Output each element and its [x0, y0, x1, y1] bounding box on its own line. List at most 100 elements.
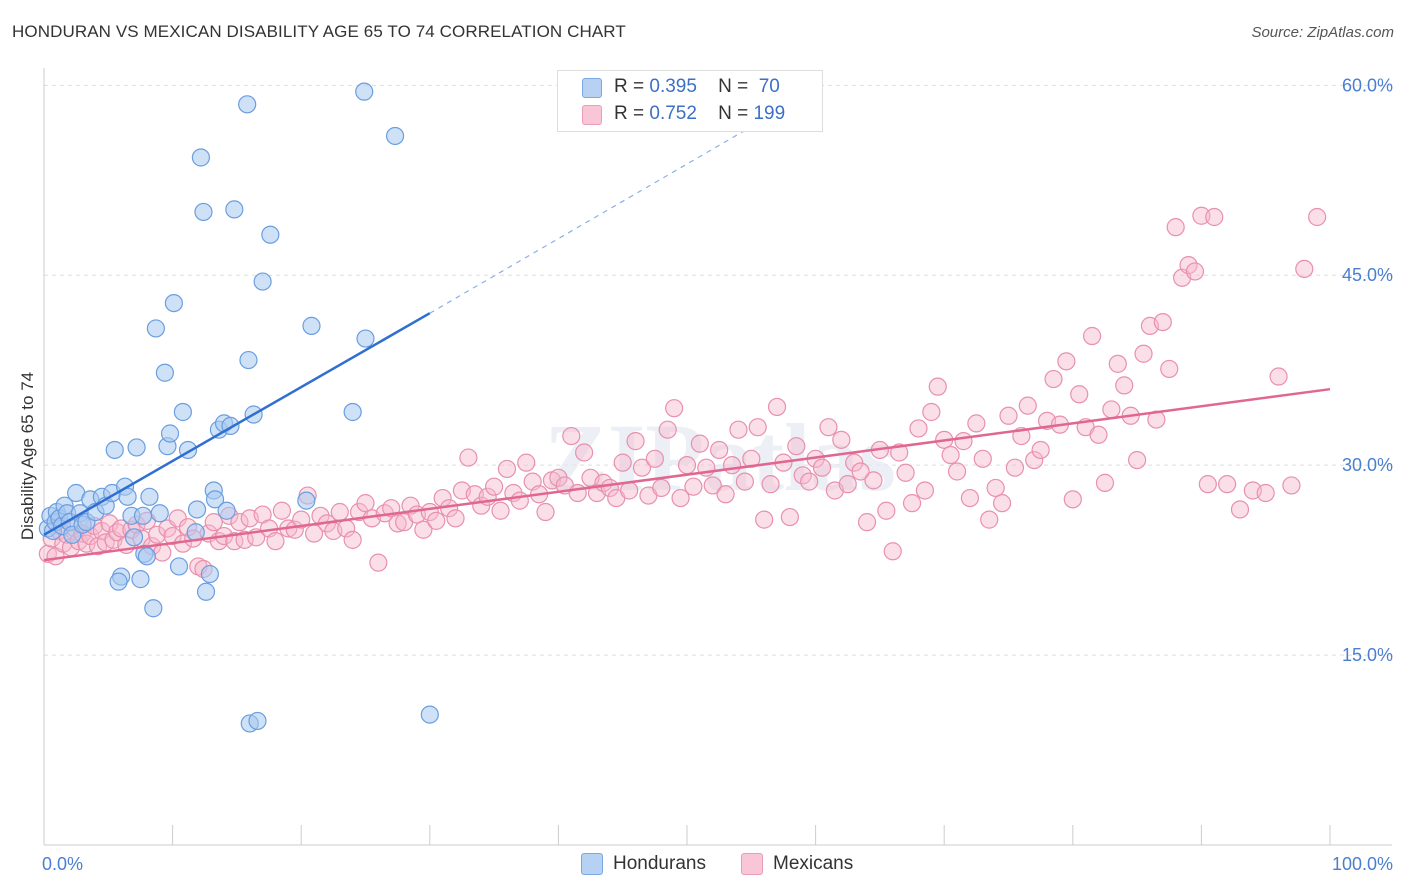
mexican-point [909, 419, 928, 438]
mexican-point [575, 443, 594, 462]
mexican-legend-swatch [741, 853, 763, 875]
honduran-point [343, 402, 362, 422]
mexican-point [1218, 475, 1237, 494]
r-value-hondurans: 0.395 [649, 76, 697, 97]
mexican-point [517, 453, 536, 472]
r-value-mexicans: 0.752 [649, 103, 697, 124]
mexican-point [632, 458, 652, 477]
mexican-point [690, 434, 709, 453]
mexican-point [922, 402, 941, 422]
honduran-point [225, 200, 244, 219]
mexican-point [819, 418, 838, 437]
honduran-point [420, 705, 439, 724]
honduran-point [356, 329, 375, 348]
mexican-point [1082, 326, 1102, 346]
honduran-point [217, 501, 236, 520]
mexican-point [652, 478, 671, 498]
honduran-legend-label: Hondurans [613, 853, 706, 874]
mexican-point [356, 494, 375, 513]
mexican-point [510, 491, 529, 510]
x-tick-label: 0.0% [42, 854, 83, 874]
mexican-point [1115, 376, 1134, 395]
bottom-legend-mexicans[interactable]: Mexicans [741, 852, 853, 876]
honduran-point [109, 572, 128, 591]
n-label: N = [718, 76, 749, 97]
honduran-point [385, 126, 405, 146]
bottom-legend-hondurans[interactable]: Hondurans [581, 852, 706, 876]
mexican-point [1153, 312, 1172, 332]
mexican-point [864, 471, 883, 490]
honduran-trend-extension [429, 103, 791, 314]
n-value-hondurans: 70 [758, 76, 780, 97]
mexican-point [684, 477, 703, 496]
honduran-point [194, 202, 213, 222]
mexican-point [1108, 354, 1127, 373]
mexican-point [1205, 207, 1224, 227]
mexican-point [1230, 500, 1250, 519]
source-label: Source: ZipAtlas.com [1251, 24, 1394, 41]
honduran-trend-line [43, 312, 431, 536]
mexican-point [973, 449, 992, 468]
mexican-point [204, 513, 223, 532]
mexican-point [787, 437, 806, 456]
mexican-point [414, 520, 433, 539]
mexican-point [1057, 352, 1076, 371]
mexican-point [1070, 385, 1089, 404]
honduran-point [302, 316, 321, 335]
mexican-point [1025, 450, 1044, 470]
mexican-point [986, 478, 1005, 498]
mexican-point [613, 453, 632, 472]
mexican-point [960, 488, 980, 508]
mexican-point [491, 501, 510, 520]
mexican-point [1044, 369, 1063, 389]
mexican-point [967, 414, 986, 433]
mexican-point [1185, 262, 1205, 281]
mexican-point [1018, 396, 1037, 415]
mexican-point [665, 399, 684, 418]
mexican-point [1160, 359, 1179, 379]
honduran-point [127, 438, 146, 457]
mexican-point [992, 494, 1012, 513]
mexican-point [497, 459, 517, 479]
mexican-point [446, 509, 465, 528]
y-axis-label: Disability Age 65 to 74 [18, 372, 37, 540]
mexican-point [1102, 400, 1121, 419]
mexican-point [941, 445, 960, 465]
mexican-point [902, 494, 922, 513]
y-tick-label: 60.0% [1342, 75, 1393, 95]
y-tick-label: 30.0% [1342, 455, 1393, 475]
mexican-point [1308, 207, 1327, 227]
mexican-point [1192, 206, 1211, 225]
mexican-point [883, 542, 902, 561]
mexican-point [658, 420, 677, 439]
mexican-point [1282, 476, 1301, 495]
honduran-point [169, 557, 189, 576]
honduran-point [191, 148, 210, 167]
honduran-point [118, 487, 137, 506]
mexican-point [330, 502, 349, 522]
honduran-point [196, 582, 216, 601]
mexican-point [549, 468, 568, 487]
mexican-point [427, 511, 446, 530]
honduran-point [248, 711, 267, 731]
n-value-mexicans: 199 [753, 103, 786, 124]
mexican-point [748, 418, 767, 437]
mexican-point [1198, 475, 1217, 494]
mexican-point [620, 481, 639, 500]
honduran-point [105, 440, 124, 460]
chart-title: HONDURAN VS MEXICAN DISABILITY AGE 65 TO… [12, 22, 626, 41]
mexican-point [857, 513, 877, 532]
mexican-point [999, 406, 1018, 425]
mexican-point [485, 477, 504, 496]
mexican-point [1269, 367, 1288, 386]
mexican-point [812, 458, 832, 477]
mexican-point [780, 507, 799, 527]
honduran-point [297, 491, 316, 510]
honduran-point [355, 82, 374, 101]
mexican-point [755, 510, 774, 529]
honduran-point [239, 350, 258, 370]
mexican-point [851, 462, 870, 481]
r-label: R = [614, 103, 645, 124]
mexican-point [562, 426, 581, 446]
